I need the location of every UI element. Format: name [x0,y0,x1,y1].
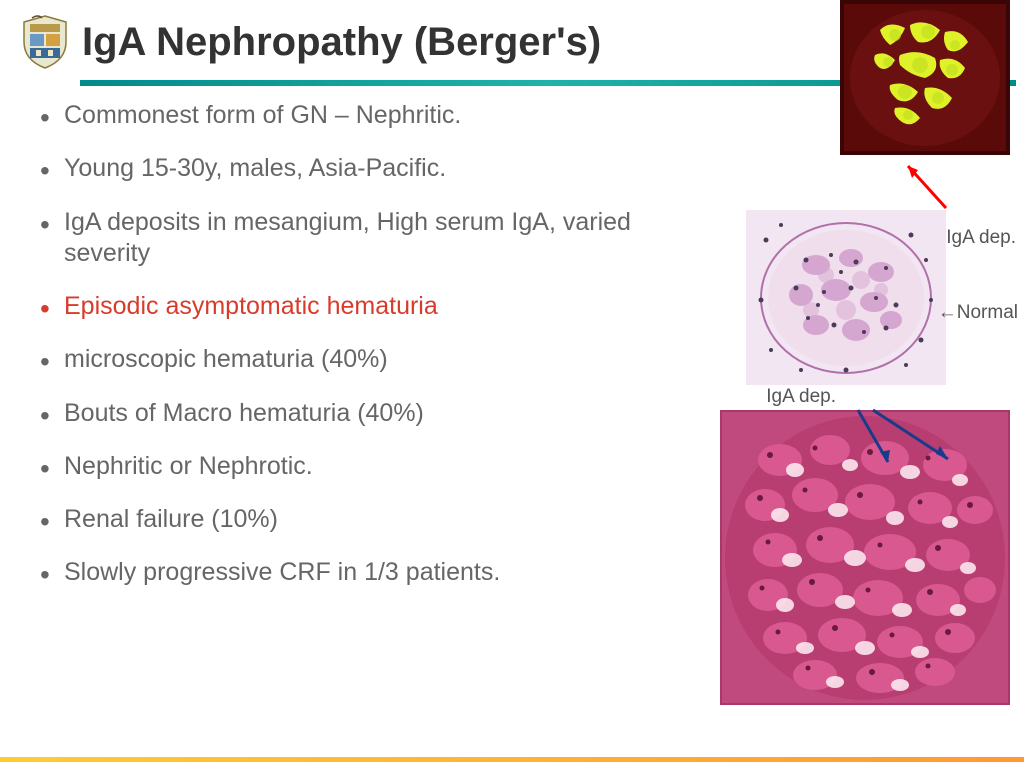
normal-histology-image [746,210,946,385]
bullet-item: microscopic hematuria (40%) [40,344,686,375]
bullet-item: Commonest form of GN – Nephritic. [40,100,686,131]
bullet-item: Slowly progressive CRF in 1/3 patients. [40,557,686,588]
bullet-list: Commonest form of GN – Nephritic. Young … [40,100,696,710]
crest-icon [20,14,70,70]
image-label: IgA dep. [766,386,836,408]
arrow-icon [896,156,956,214]
bullet-item: Young 15-30y, males, Asia-Pacific. [40,153,686,184]
bullet-item-highlight: Episodic asymptomatic hematuria [40,291,686,322]
bullet-item: Bouts of Macro hematuria (40%) [40,398,686,429]
slide-title: IgA Nephropathy (Berger's) [82,20,601,65]
image-panel: IgA dep. [696,100,1016,710]
image-label: ←Normal [938,302,1018,324]
footer-divider [0,757,1024,762]
bullet-item: Nephritic or Nephrotic. [40,451,686,482]
immunofluorescence-image [840,0,1010,155]
arrow-icon [828,404,968,474]
bullet-item: IgA deposits in mesangium, High serum Ig… [40,207,686,270]
bullet-item: Renal failure (10%) [40,504,686,535]
image-label: IgA dep. [946,227,1016,249]
slide-content: Commonest form of GN – Nephritic. Young … [0,90,1024,710]
